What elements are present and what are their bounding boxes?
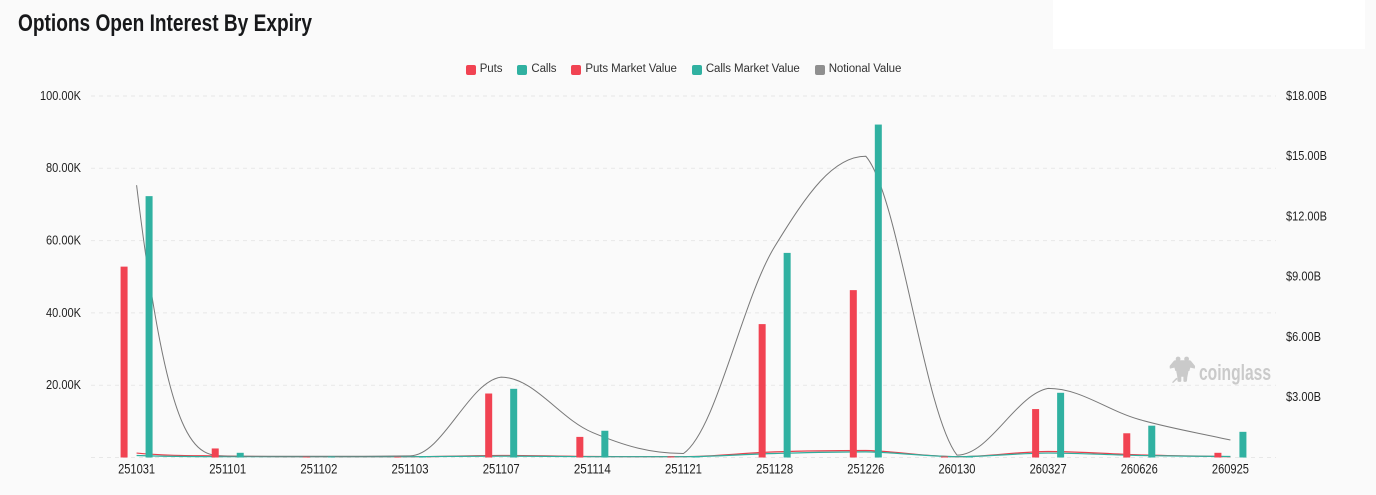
bar-puts-251101[interactable]	[211, 448, 219, 458]
bar-puts-251121[interactable]	[667, 456, 675, 458]
x-axis-label-251103: 251103	[392, 461, 429, 477]
left-axis-label: 80.00K	[46, 160, 81, 175]
x-axis-label-260130: 260130	[938, 461, 975, 477]
right-axis-label: $3.00B	[1286, 389, 1321, 404]
x-axis-label-251031: 251031	[118, 461, 155, 477]
legend-swatch	[691, 64, 702, 75]
legend-item-calls[interactable]: Calls	[517, 63, 557, 76]
x-axis-label-260925: 260925	[1212, 461, 1249, 477]
bar-puts-260130[interactable]	[940, 456, 948, 458]
left-axis-label: 20.00K	[46, 377, 81, 392]
bar-puts-251114[interactable]	[576, 436, 584, 458]
legend-item-calls-market-value[interactable]: Calls Market Value	[691, 63, 800, 76]
bar-puts-251128[interactable]	[758, 324, 766, 458]
bar-calls-251102[interactable]	[327, 456, 335, 458]
chart-title: Options Open Interest By Expiry	[18, 10, 313, 37]
legend-label: Puts	[479, 63, 503, 75]
right-axis-label: $12.00B	[1286, 208, 1327, 223]
bar-calls-251114[interactable]	[601, 430, 609, 458]
right-axis-label: $6.00B	[1286, 329, 1321, 344]
bar-calls-251031[interactable]	[145, 196, 153, 458]
legend-swatch	[465, 64, 476, 75]
bar-puts-251031[interactable]	[120, 266, 128, 458]
bar-calls-251103[interactable]	[419, 456, 427, 458]
legend-swatch	[814, 64, 825, 75]
bar-calls-251226[interactable]	[874, 124, 882, 458]
right-axis-label: $18.00B	[1286, 88, 1327, 103]
legend-label: Calls Market Value	[705, 63, 800, 75]
x-axis-label-251102: 251102	[300, 461, 337, 477]
legend-label: Calls	[531, 63, 557, 75]
x-axis-label-260327: 260327	[1030, 461, 1067, 477]
bar-calls-260925[interactable]	[1239, 431, 1247, 458]
left-axis-label: 60.00K	[46, 233, 81, 248]
legend-label: Notional Value	[828, 63, 902, 75]
top-right-blank-panel	[1053, 0, 1365, 49]
x-axis-label-251121: 251121	[665, 461, 702, 477]
bar-calls-260130[interactable]	[965, 456, 973, 458]
x-axis-label-251226: 251226	[847, 461, 884, 477]
legend-item-puts[interactable]: Puts	[465, 63, 503, 76]
bar-calls-251121[interactable]	[692, 456, 700, 458]
x-axis-label-251101: 251101	[209, 461, 246, 477]
bar-calls-251128[interactable]	[783, 252, 791, 458]
bar-calls-251101[interactable]	[236, 452, 244, 458]
bar-calls-251107[interactable]	[510, 388, 518, 458]
right-axis-label: $15.00B	[1286, 148, 1327, 163]
left-axis-label: 100.00K	[40, 88, 81, 103]
coinglass-logo-icon	[1169, 356, 1196, 383]
bar-puts-251102[interactable]	[302, 456, 310, 458]
bar-puts-260626[interactable]	[1123, 433, 1131, 458]
bar-puts-251103[interactable]	[394, 456, 402, 458]
legend-swatch	[571, 64, 582, 75]
x-axis-label-251107: 251107	[483, 461, 520, 477]
x-axis-label-260626: 260626	[1121, 461, 1158, 477]
bar-calls-260626[interactable]	[1148, 425, 1156, 458]
left-axis-label: 40.00K	[46, 305, 81, 320]
coinglass-watermark: coinglass	[1169, 356, 1271, 385]
legend-swatch	[517, 64, 528, 75]
legend-item-notional-value[interactable]: Notional Value	[814, 63, 902, 76]
x-axis-label-251114: 251114	[574, 461, 611, 477]
bar-puts-260925[interactable]	[1214, 452, 1222, 458]
bar-puts-260327[interactable]	[1032, 409, 1040, 458]
bar-puts-251107[interactable]	[485, 393, 493, 458]
x-axis-label-251128: 251128	[756, 461, 793, 477]
legend-label: Puts Market Value	[585, 63, 677, 75]
right-axis-label: $9.00B	[1286, 269, 1321, 284]
bar-puts-251226[interactable]	[849, 290, 857, 458]
line-series-notional-value[interactable]	[136, 155, 1231, 457]
coinglass-watermark-text: coinglass	[1199, 360, 1271, 385]
legend-item-puts-market-value[interactable]: Puts Market Value	[571, 63, 677, 76]
chart-legend: Puts Calls Puts Market Value Calls Market V…	[91, 62, 1276, 77]
bar-calls-260327[interactable]	[1057, 392, 1065, 458]
